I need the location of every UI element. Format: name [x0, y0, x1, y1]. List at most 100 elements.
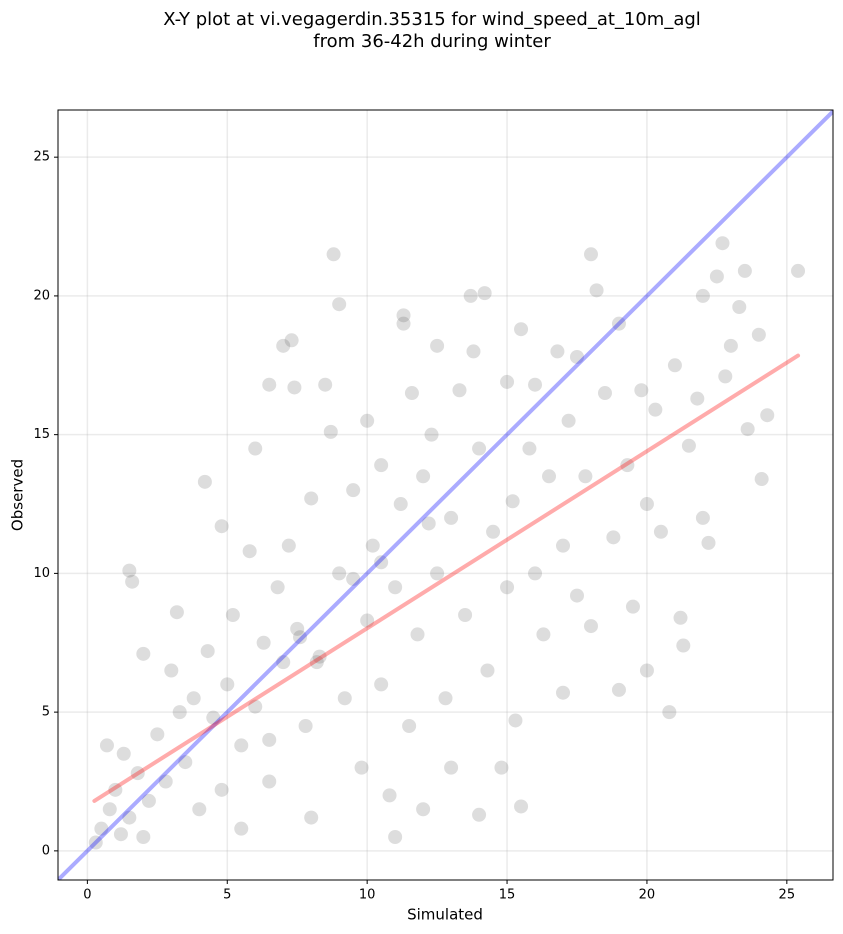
point [197, 474, 212, 489]
point [276, 655, 291, 670]
point [323, 424, 338, 439]
point [214, 782, 229, 797]
point [326, 247, 341, 262]
point [312, 649, 327, 664]
point [388, 829, 403, 844]
point [125, 574, 140, 589]
point [528, 566, 543, 581]
point [136, 829, 151, 844]
point [396, 308, 411, 323]
point [754, 472, 769, 487]
x-tick-label: 5 [223, 888, 231, 903]
point [466, 344, 481, 359]
point [561, 413, 576, 428]
point [99, 738, 114, 753]
point [611, 682, 626, 697]
point [309, 655, 324, 670]
point [569, 588, 584, 603]
point [690, 391, 705, 406]
point [276, 338, 291, 353]
point [256, 635, 271, 650]
point [480, 663, 495, 678]
y-tick-label: 5 [42, 705, 50, 720]
point [332, 566, 347, 581]
point [458, 608, 473, 623]
point [430, 566, 445, 581]
ticks: 0 5 10 15 20 25 0 5 10 15 20 25 [33, 150, 795, 903]
point [556, 538, 571, 553]
point [122, 810, 137, 825]
point [374, 677, 389, 692]
point [136, 646, 151, 661]
point [620, 458, 635, 473]
point [365, 538, 380, 553]
point [740, 422, 755, 437]
point [760, 408, 775, 423]
point [293, 630, 308, 645]
point [486, 524, 501, 539]
point [639, 663, 654, 678]
point [94, 821, 109, 836]
x-tick-label: 0 [83, 888, 91, 903]
lines [58, 110, 833, 880]
point [172, 705, 187, 720]
point [410, 627, 425, 642]
x-tick-label: 10 [359, 888, 376, 903]
point [354, 760, 369, 775]
point [225, 608, 240, 623]
point [701, 535, 716, 550]
point [536, 627, 551, 642]
point [430, 338, 445, 353]
point [709, 269, 724, 284]
point [438, 691, 453, 706]
point [150, 727, 165, 742]
point [634, 383, 649, 398]
point [281, 538, 296, 553]
point [248, 699, 263, 714]
point [337, 691, 352, 706]
plot-frame [57, 109, 834, 881]
point [723, 338, 738, 353]
point [597, 386, 612, 401]
point [374, 458, 389, 473]
point [242, 544, 257, 559]
point [220, 677, 235, 692]
point [200, 644, 215, 659]
point [262, 732, 277, 747]
point [556, 685, 571, 700]
point [234, 738, 249, 753]
point [732, 300, 747, 315]
point [346, 483, 361, 498]
point [113, 827, 128, 842]
point [611, 316, 626, 331]
point [791, 263, 806, 278]
point [270, 580, 285, 595]
point [298, 719, 313, 733]
point [388, 580, 403, 595]
x-tick-label: 25 [779, 888, 796, 903]
point [477, 286, 492, 301]
point [262, 377, 277, 392]
point [673, 610, 688, 625]
point [424, 427, 439, 442]
point [653, 524, 668, 539]
point [169, 605, 184, 620]
chart-subtitle: from 36-42h during winter [313, 31, 551, 52]
grid [58, 110, 833, 880]
point [141, 793, 156, 808]
points [88, 236, 806, 850]
point [304, 810, 319, 825]
point [360, 413, 375, 428]
point [472, 441, 487, 456]
reference-line [92, 353, 801, 803]
y-tick-label: 10 [33, 566, 50, 581]
point [505, 494, 520, 509]
point [382, 788, 397, 803]
point [262, 774, 277, 789]
point [472, 807, 487, 822]
point [494, 760, 509, 775]
point [164, 663, 179, 678]
point [346, 571, 361, 586]
point [589, 283, 604, 298]
point [304, 491, 319, 506]
